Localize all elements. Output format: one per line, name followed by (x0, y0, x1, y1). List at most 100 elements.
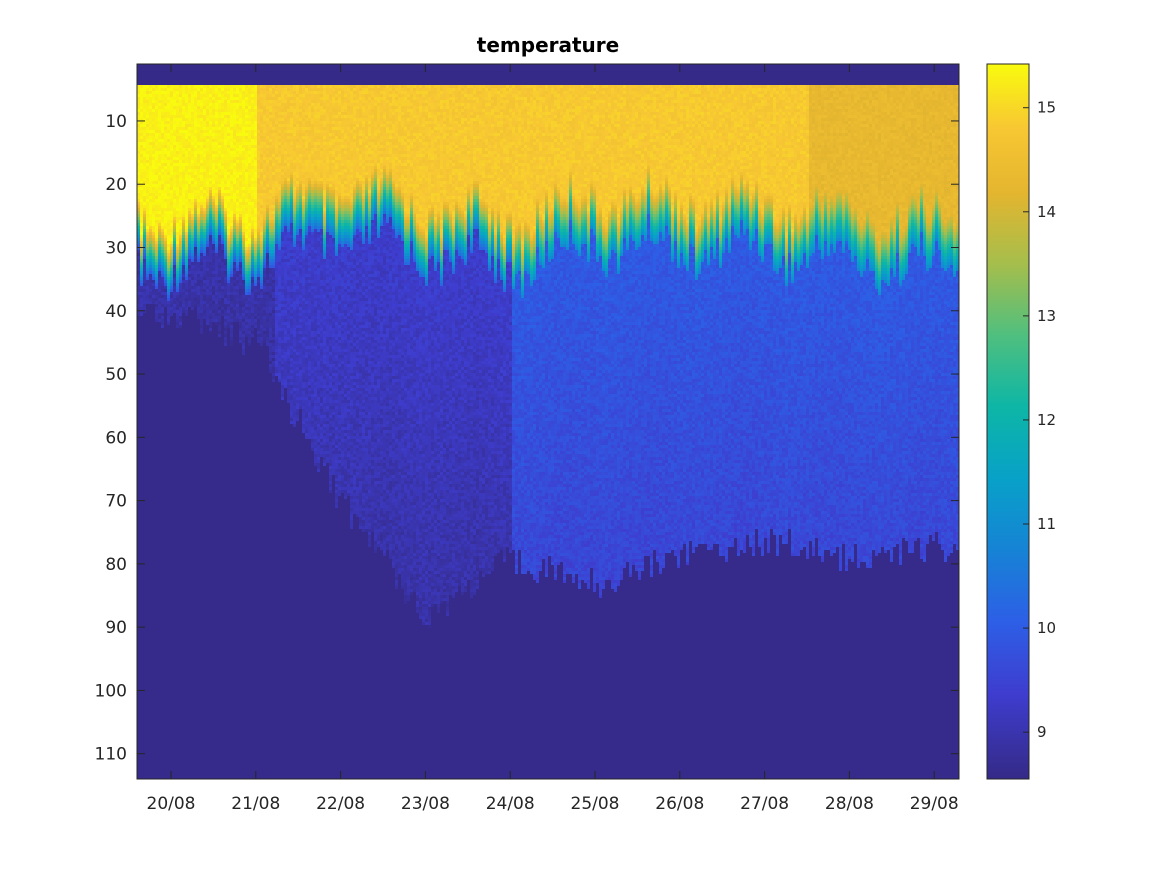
heatmap-cell (158, 379, 162, 383)
heatmap-cell (146, 145, 150, 149)
heatmap-cell (149, 106, 153, 110)
heatmap-cell (149, 655, 153, 659)
heatmap-cell (137, 259, 141, 263)
heatmap-cell (143, 382, 147, 386)
heatmap-cell (146, 487, 150, 491)
heatmap-cell (143, 730, 147, 734)
heatmap-cell (155, 493, 159, 497)
heatmap-cell (158, 421, 162, 425)
heatmap-cell (155, 484, 159, 488)
heatmap-cell (152, 463, 156, 467)
heatmap-cell (137, 316, 141, 320)
heatmap-cell (152, 727, 156, 731)
heatmap-cell (158, 514, 162, 518)
heatmap-cell (155, 709, 159, 713)
heatmap-cell (143, 163, 147, 167)
heatmap-cell (155, 253, 159, 257)
heatmap-cell (143, 487, 147, 491)
heatmap-cell (146, 193, 150, 197)
heatmap-cell (158, 580, 162, 584)
heatmap-cell (143, 451, 147, 455)
heatmap-cell (155, 712, 159, 716)
heatmap-cell (137, 628, 141, 632)
heatmap-cell (155, 154, 159, 158)
heatmap-cell (149, 625, 153, 629)
heatmap-cell (158, 724, 162, 728)
heatmap-cell (146, 307, 150, 311)
heatmap-cell (137, 379, 141, 383)
heatmap-cell (140, 163, 144, 167)
heatmap-cell (146, 511, 150, 515)
heatmap-cell (140, 739, 144, 743)
heatmap-cell (143, 544, 147, 548)
heatmap-cell (155, 409, 159, 413)
heatmap-cell (158, 586, 162, 590)
heatmap-cell (161, 559, 165, 563)
heatmap-cell (155, 400, 159, 404)
heatmap-cell (161, 403, 165, 407)
heatmap-cell (149, 445, 153, 449)
heatmap-cell (143, 259, 147, 263)
heatmap-cell (137, 319, 141, 323)
heatmap-cell (149, 454, 153, 458)
heatmap-cell (161, 205, 165, 209)
heatmap-cell (158, 187, 162, 191)
heatmap-cell (149, 529, 153, 533)
heatmap-cell (143, 280, 147, 284)
heatmap-cell (146, 283, 150, 287)
heatmap-cell (161, 280, 165, 284)
heatmap-cell (158, 145, 162, 149)
heatmap-cell (140, 397, 144, 401)
heatmap-cell (146, 577, 150, 581)
heatmap-cell (155, 268, 159, 272)
heatmap-cell (146, 460, 150, 464)
heatmap-cell (155, 592, 159, 596)
heatmap-cell (149, 439, 153, 443)
heatmap-cell (152, 256, 156, 260)
heatmap-cell (149, 706, 153, 710)
heatmap-cell (158, 370, 162, 374)
heatmap-cell (161, 502, 165, 506)
heatmap-cell (143, 85, 147, 89)
heatmap-cell (140, 73, 144, 77)
heatmap-cell (140, 211, 144, 215)
heatmap-cell (161, 250, 165, 254)
heatmap-cell (146, 505, 150, 509)
heatmap-cell (137, 433, 141, 437)
heatmap-cell (161, 409, 165, 413)
heatmap-cell (152, 370, 156, 374)
heatmap-cell (146, 106, 150, 110)
heatmap-cell (158, 280, 162, 284)
heatmap-cell (152, 115, 156, 119)
heatmap-cell (149, 409, 153, 413)
heatmap-cell (146, 253, 150, 257)
heatmap-cell (146, 136, 150, 140)
heatmap-cell (158, 427, 162, 431)
heatmap-cell (161, 178, 165, 182)
heatmap-cell (140, 316, 144, 320)
heatmap-cell (149, 286, 153, 290)
heatmap-cell (158, 337, 162, 341)
heatmap-cell (143, 733, 147, 737)
heatmap-cell (146, 724, 150, 728)
heatmap-cell (149, 418, 153, 422)
heatmap-cell (140, 244, 144, 248)
heatmap-cell (146, 76, 150, 80)
heatmap-cell (143, 574, 147, 578)
heatmap-cell (161, 127, 165, 131)
heatmap-cell (155, 769, 159, 773)
heatmap-cell (155, 667, 159, 671)
heatmap-cell (152, 652, 156, 656)
heatmap-cell (137, 175, 141, 179)
heatmap-cell (158, 718, 162, 722)
heatmap-cell (158, 532, 162, 536)
heatmap-cell (140, 166, 144, 170)
heatmap-cell (155, 226, 159, 230)
heatmap-cell (161, 391, 165, 395)
heatmap-cell (140, 526, 144, 530)
heatmap-cell (146, 613, 150, 617)
heatmap-cell (140, 319, 144, 323)
heatmap-cell (143, 202, 147, 206)
heatmap-cell (149, 745, 153, 749)
heatmap-cell (137, 277, 141, 281)
